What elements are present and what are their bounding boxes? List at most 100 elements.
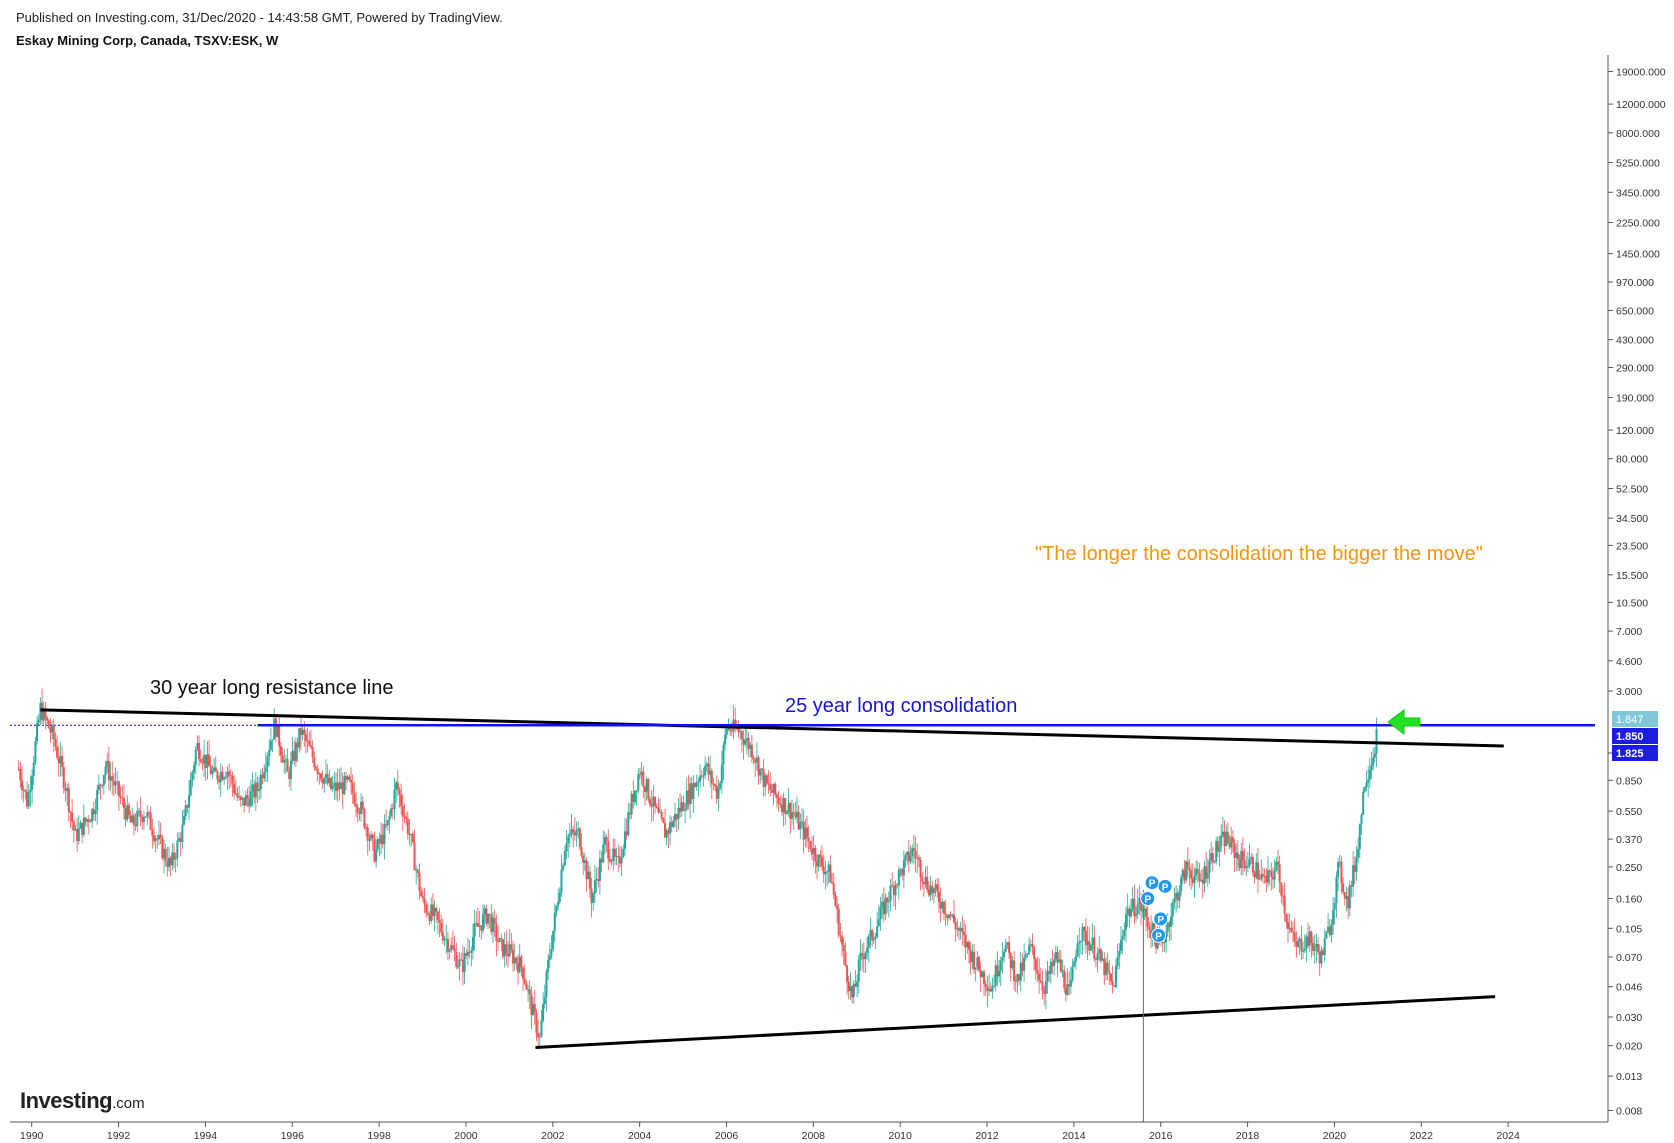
candle (1003, 948, 1006, 964)
candle-body (473, 923, 476, 937)
candle (112, 773, 115, 797)
candle-body (388, 815, 391, 821)
candle (911, 844, 914, 864)
green-arrow-icon (1387, 709, 1421, 735)
candle (381, 823, 384, 849)
candle (622, 844, 625, 859)
candle (792, 803, 795, 830)
candle-body (309, 745, 312, 748)
candle (176, 832, 179, 867)
candle-body (587, 871, 590, 880)
candle (1256, 847, 1259, 893)
candle-body (238, 796, 241, 798)
candle-body (767, 783, 770, 785)
candle-body (1225, 831, 1228, 847)
candle-body (41, 702, 44, 721)
candle (328, 769, 331, 788)
dividend-marker: P (1144, 875, 1160, 891)
candle (617, 844, 620, 872)
candle (228, 763, 231, 790)
candle-body (176, 840, 179, 859)
candle-body (897, 869, 900, 886)
candle-body (640, 771, 643, 775)
candle-body (1130, 909, 1133, 917)
candle-body (889, 885, 892, 902)
candle-body (1193, 875, 1196, 883)
candle-body (486, 913, 489, 924)
candle (198, 735, 201, 767)
candle (186, 804, 189, 814)
candle-body (59, 756, 62, 764)
candle (1276, 849, 1279, 875)
candle (124, 802, 127, 828)
candle-body (395, 782, 398, 790)
candle (1183, 859, 1186, 885)
candle-body (650, 804, 653, 807)
candle-body (859, 953, 862, 960)
candle (1343, 891, 1346, 906)
candle-body (1370, 765, 1373, 771)
candle-body (849, 985, 852, 992)
candle-body (1235, 852, 1238, 858)
candle-body (580, 847, 583, 856)
candle-body (179, 838, 182, 843)
candle (1033, 945, 1036, 971)
price-axis[interactable]: 19000.00012000.0008000.0005250.0003450.0… (1607, 55, 1666, 1122)
candle-body (697, 781, 700, 783)
candle-body (702, 775, 705, 777)
candle (1362, 787, 1365, 816)
quote-annotation: "The longer the consolidation the bigger… (1035, 543, 1483, 565)
candle-body (742, 738, 745, 745)
candle-body (1251, 856, 1254, 873)
candle-body (620, 857, 623, 864)
candle (560, 854, 563, 897)
candle (493, 909, 496, 937)
candle (667, 827, 670, 849)
candle (1103, 951, 1106, 986)
candle-body (181, 824, 184, 843)
candle (533, 989, 536, 1025)
price-tick-label: 3.000 (1616, 686, 1642, 698)
candle (919, 856, 922, 891)
candle-body (552, 930, 555, 950)
candle-body (946, 914, 949, 918)
candle (645, 776, 648, 801)
candle-body (299, 728, 302, 735)
candle (593, 865, 596, 903)
candle-body (261, 774, 264, 779)
candle-body (127, 805, 130, 816)
candle-body (420, 891, 423, 897)
candle (643, 785, 646, 806)
candle-body (720, 764, 723, 784)
candle-body (714, 784, 717, 786)
time-axis[interactable]: 1990 1992 1994 1996 1998 2000 2002 2004 2006 2008… (10, 1121, 1608, 1142)
candle (555, 904, 558, 917)
candle-body (695, 782, 698, 787)
candle (376, 836, 379, 853)
candle-body (1034, 958, 1037, 971)
candle-body (735, 728, 738, 730)
candle (316, 764, 319, 782)
candle-body (1302, 950, 1305, 952)
candle-body (608, 858, 611, 862)
candle (689, 777, 692, 819)
candle (445, 924, 448, 954)
candle (1348, 880, 1351, 917)
candle-body (448, 950, 451, 952)
candle-body (1332, 909, 1335, 925)
candle-body (951, 914, 954, 917)
candle-body (1086, 941, 1089, 946)
candle-body (386, 820, 389, 826)
candle-body (22, 790, 25, 792)
candle (595, 867, 598, 893)
candle (340, 767, 343, 790)
candle-body (244, 795, 247, 806)
candle-body (209, 765, 212, 775)
candle (370, 831, 373, 842)
candle (1091, 923, 1094, 954)
candle-body (1236, 852, 1239, 860)
candle (326, 764, 329, 786)
candle-body (403, 816, 406, 818)
candle (794, 801, 797, 820)
